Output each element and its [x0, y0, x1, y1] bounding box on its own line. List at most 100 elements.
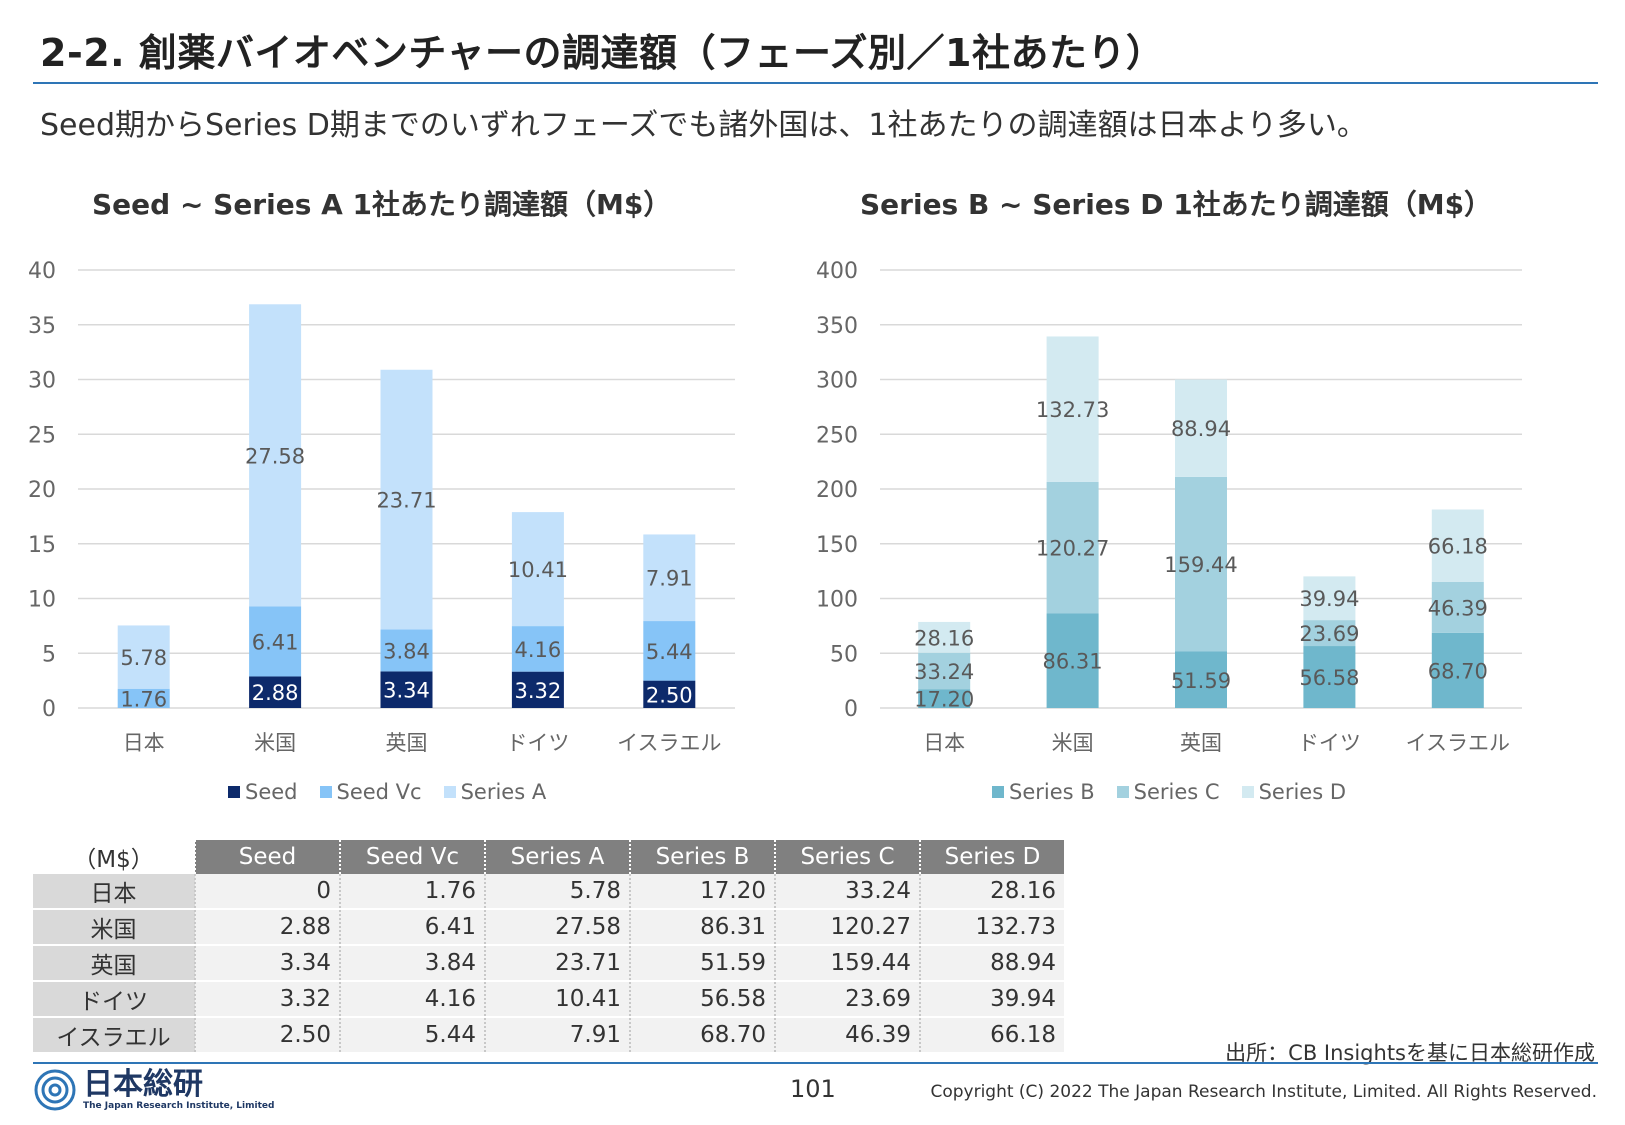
y-tick-label: 0	[42, 697, 56, 722]
table-row-label: 米国	[33, 909, 195, 946]
title-divider	[33, 82, 1598, 84]
table-cell: 39.94	[919, 981, 1064, 1018]
legend-swatch	[319, 786, 332, 798]
table-cell: 86.31	[629, 909, 775, 946]
x-tick-label: ドイツ	[1298, 731, 1361, 755]
table-cell: 2.50	[194, 1017, 340, 1054]
legend-swatch	[1241, 786, 1254, 798]
bar-segment	[643, 621, 696, 681]
bar-segment	[1431, 509, 1484, 582]
data-label: 3.84	[383, 639, 430, 663]
y-tick-label: 0	[844, 697, 858, 722]
y-tick-label: 350	[816, 314, 858, 339]
chart-right-title: Series B ~ Series D 1社あたり調達額（M$）	[860, 188, 1493, 221]
y-tick-label: 400	[816, 259, 858, 284]
bar-segment	[249, 606, 302, 677]
x-tick-label: 英国	[1180, 731, 1222, 755]
y-tick-label: 150	[816, 533, 858, 558]
data-label: 2.50	[646, 683, 693, 707]
data-label: 1.76	[120, 687, 167, 711]
table-cell: 17.20	[629, 874, 775, 910]
legend-item: Series A	[443, 780, 547, 804]
table-cell: 27.58	[484, 909, 630, 946]
data-label: 51.59	[1171, 669, 1231, 693]
legend-label: Series B	[1009, 780, 1095, 804]
table-cell: 6.41	[339, 909, 485, 946]
table-cell: 28.16	[919, 874, 1064, 910]
table-cell: 0	[194, 874, 340, 910]
table-row-label: ドイツ	[33, 981, 195, 1018]
data-label: 5.78	[120, 646, 167, 670]
data-label: 88.94	[1171, 417, 1231, 441]
bar-segment	[380, 671, 433, 708]
bar-segment	[918, 652, 971, 690]
table-cell: 33.24	[774, 874, 920, 910]
table-cell: 132.73	[919, 909, 1064, 946]
table-header-cell: Seed Vc	[339, 840, 485, 874]
bar-segment	[1046, 613, 1099, 708]
data-label: 3.34	[383, 679, 430, 703]
data-label: 56.58	[1299, 666, 1359, 690]
legend-swatch	[443, 786, 456, 798]
x-tick-label: 日本	[123, 731, 165, 755]
table-cell: 4.16	[339, 981, 485, 1018]
y-tick-label: 5	[42, 642, 56, 667]
data-label: 5.44	[646, 640, 693, 664]
table-row-label: 英国	[33, 945, 195, 982]
logo-mark-icon	[34, 1069, 76, 1111]
legend-label: Series A	[460, 780, 547, 804]
chart-left-legend: Seed Seed Vc Series A	[228, 780, 546, 804]
bar-segment	[249, 676, 302, 708]
data-label: 159.44	[1164, 553, 1237, 577]
table-header-cell: Series B	[629, 840, 775, 874]
chart-right-legend: Series B Series C Series D	[992, 780, 1346, 804]
data-label: 23.69	[1299, 622, 1359, 646]
bar-segment	[1175, 379, 1227, 477]
bar-segment	[1046, 336, 1099, 482]
y-tick-label: 20	[28, 478, 56, 503]
data-label: 28.16	[914, 626, 974, 650]
data-label: 3.32	[515, 679, 562, 703]
data-label: 7.91	[646, 567, 693, 591]
source-note: 出所：CB Insightsを基に日本総研作成	[1225, 1041, 1595, 1065]
table-cell: 66.18	[919, 1017, 1064, 1054]
data-label: 10.41	[508, 558, 568, 582]
data-label: 132.73	[1036, 398, 1109, 422]
y-tick-label: 100	[816, 588, 858, 613]
bar-segment	[643, 534, 696, 622]
chart-left-title: Seed ~ Series A 1社あたり調達額（M$）	[92, 188, 672, 221]
y-tick-label: 300	[816, 369, 858, 394]
logo-subtext: The Japan Research Institute, Limited	[83, 1101, 275, 1111]
table-cell: 5.78	[484, 874, 630, 910]
data-label: 68.70	[1428, 659, 1488, 683]
table-cell: 23.69	[774, 981, 920, 1018]
x-tick-label: 米国	[254, 731, 296, 755]
bar-segment	[511, 626, 564, 672]
y-tick-label: 10	[28, 588, 56, 613]
bar-segment	[249, 304, 302, 607]
x-tick-label: 米国	[1052, 731, 1094, 755]
legend-swatch	[228, 786, 240, 798]
bar-segment	[918, 621, 971, 653]
table-cell: 2.88	[194, 909, 340, 946]
legend-label: Series C	[1133, 780, 1220, 804]
table-cell: 159.44	[774, 945, 920, 982]
table-row: 日本 0 1.76 5.78 17.20 33.24 28.16	[33, 874, 1064, 910]
data-label: 46.39	[1428, 596, 1488, 620]
page-number: 101	[790, 1075, 836, 1103]
legend-label: Seed	[245, 780, 298, 804]
bar-segment	[511, 671, 564, 708]
bar-segment	[1303, 620, 1356, 647]
legend-label: Series D	[1258, 780, 1347, 804]
page-subtitle: Seed期からSeries D期までのいずれフェーズでも諸外国は、1社あたりの調…	[40, 108, 1367, 143]
table-cell: 10.41	[484, 981, 630, 1018]
table-cell: 68.70	[629, 1017, 775, 1054]
table-header-cell: Series D	[919, 840, 1064, 874]
logo-text: 日本総研	[83, 1067, 203, 1102]
table-row: ドイツ 3.32 4.16 10.41 56.58 23.69 39.94	[33, 981, 1064, 1018]
y-tick-label: 200	[816, 478, 858, 503]
bar-segment	[643, 680, 696, 708]
table-cell: 120.27	[774, 909, 920, 946]
data-label: 17.20	[914, 688, 974, 712]
table-header-cell: Series C	[774, 840, 920, 874]
